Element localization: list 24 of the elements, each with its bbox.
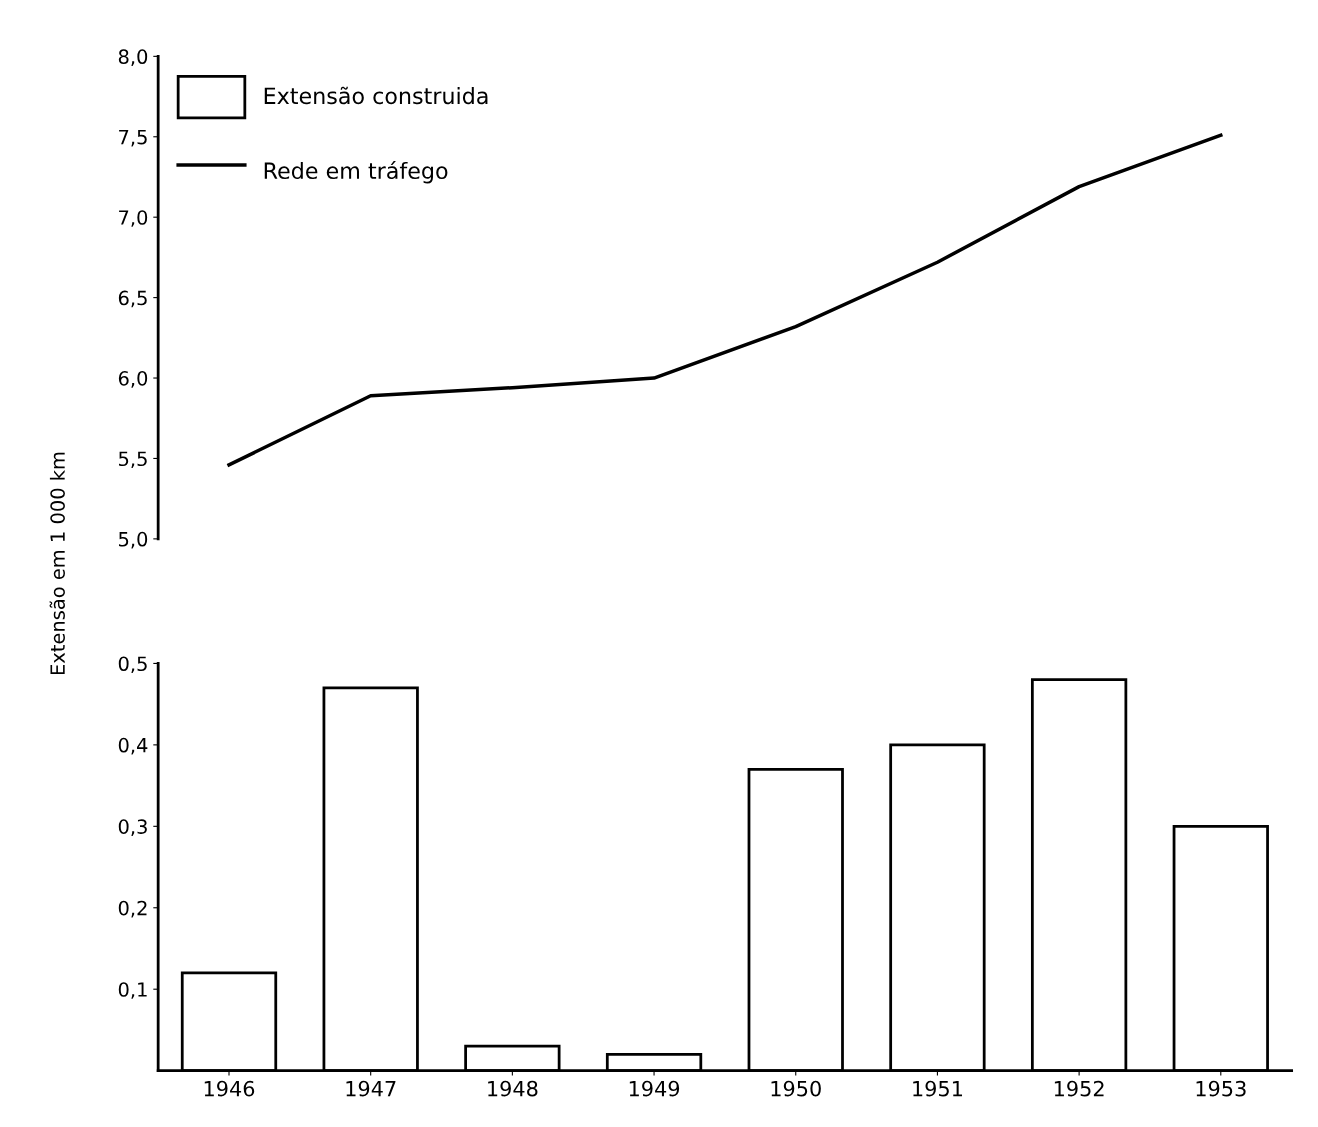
y-tick-label: 0,3 — [118, 819, 147, 836]
legend-label: Rede em tráfego — [264, 161, 448, 184]
y-tick-label: 0,4 — [118, 737, 148, 755]
x-tick-label: 1952 — [1054, 1080, 1104, 1097]
y-tick-label: 5,0 — [119, 531, 148, 549]
x-tick-label: 1950 — [771, 1080, 821, 1097]
x-tick-label: 1951 — [913, 1080, 963, 1097]
x-tick-label: 1947 — [346, 1080, 396, 1097]
y-tick-label: 0,2 — [118, 900, 147, 918]
y-tick-label: 7,0 — [119, 210, 148, 227]
line-series — [227, 133, 1223, 467]
y-tick-label: 0,5 — [118, 656, 147, 674]
x-tick-label: 1948 — [488, 1080, 538, 1097]
y-axis-title: Extensão em 1 000 km — [49, 452, 65, 675]
x-tick-label: 1953 — [1196, 1080, 1246, 1097]
y-tick-label: 5,5 — [119, 451, 147, 469]
y-tick-label: 7,5 — [119, 129, 147, 147]
y-tick-label: 8,0 — [118, 49, 148, 66]
y-tick-label: 6,0 — [118, 370, 148, 388]
y-tick-label: 0,1 — [118, 982, 147, 999]
legend-label: Extensão construida — [264, 86, 488, 105]
x-tick-label: 1949 — [629, 1080, 680, 1097]
x-tick-label: 1946 — [204, 1080, 255, 1097]
y-tick-label: 6,5 — [118, 290, 147, 308]
